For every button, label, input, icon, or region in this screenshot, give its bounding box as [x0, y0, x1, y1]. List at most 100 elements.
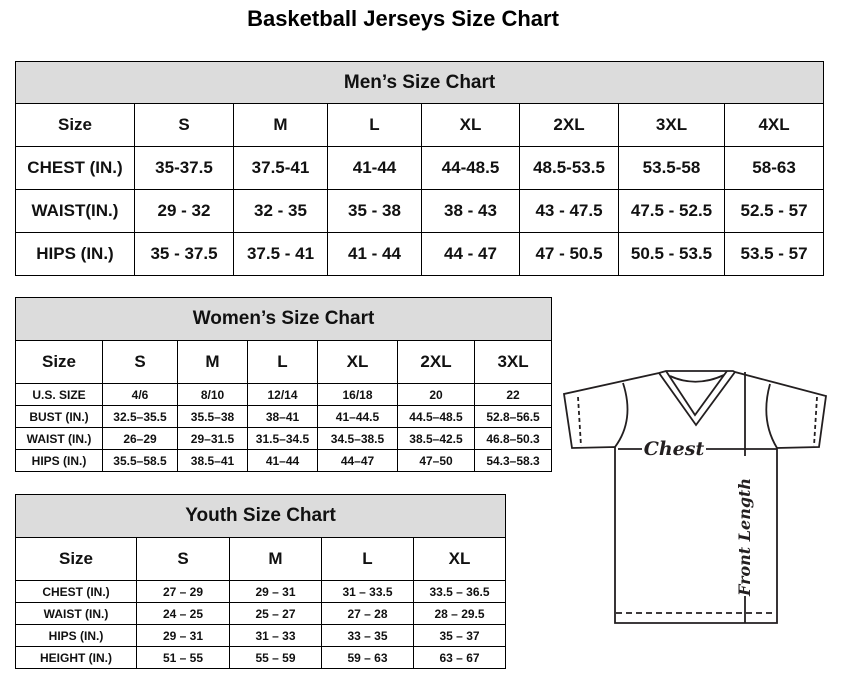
table-cell: 35-37.5 [134, 146, 234, 190]
table-cell: 33.5 – 36.5 [412, 580, 507, 603]
size-header-row: Size S M L XL [15, 537, 507, 581]
table-cell: 33 – 35 [321, 624, 414, 647]
womens-size-table: Women’s Size Chart Size S M L XL 2XL 3XL U.S. SI… [14, 297, 553, 472]
table-cell: 52.8–56.5 [473, 405, 553, 428]
table-cell: 41–44.5 [317, 405, 398, 428]
table-cell: 29 - 32 [134, 189, 234, 233]
row-label: HIPS (IN.) [15, 232, 135, 276]
column-header: 3XL [618, 103, 725, 147]
youth-size-table: Youth Size Chart Size S M L XL CHEST (IN.) 27 –… [14, 494, 507, 669]
table-cell: 46.8–50.3 [473, 427, 553, 450]
tshirt-diagram: Chest Front Length [562, 370, 827, 624]
table-cell: 47 - 50.5 [519, 232, 619, 276]
table-cell: 24 – 25 [136, 602, 230, 625]
table-cell: 55 – 59 [229, 646, 322, 669]
table-cell: 41 - 44 [327, 232, 422, 276]
table-cell: 53.5 - 57 [723, 232, 825, 276]
table-row: BUST (IN.) 32.5–35.5 35.5–38 38–41 41–44.5 44… [15, 405, 553, 428]
column-header: XL [412, 537, 507, 581]
table-cell: 48.5-53.5 [519, 146, 619, 190]
row-label: WAIST (IN.) [15, 602, 137, 625]
column-header: S [134, 103, 234, 147]
size-header-row: Size S M L XL 2XL 3XL 4XL [15, 103, 825, 147]
column-header: L [321, 537, 414, 581]
table-cell: 26–29 [102, 427, 178, 450]
row-label: CHEST (IN.) [15, 146, 135, 190]
table-cell: 35.5–38 [177, 405, 248, 428]
table-cell: 35 - 38 [327, 189, 422, 233]
table-cell: 32 - 35 [233, 189, 328, 233]
table-cell: 38 - 43 [421, 189, 520, 233]
table-cell: 31 – 33.5 [321, 580, 414, 603]
column-header: Size [15, 340, 103, 384]
table-cell: 47.5 - 52.5 [618, 189, 725, 233]
table-row: HEIGHT (IN.) 51 – 55 55 – 59 59 – 63 63 – 67 [15, 646, 507, 669]
table-cell: 43 - 47.5 [519, 189, 619, 233]
column-header: S [136, 537, 230, 581]
table-cell: 44-48.5 [421, 146, 520, 190]
table-cell: 37.5-41 [233, 146, 328, 190]
chest-label: Chest [644, 438, 705, 460]
table-cell: 41–44 [247, 449, 318, 472]
table-cell: 27 – 28 [321, 602, 414, 625]
table-cell: 50.5 - 53.5 [618, 232, 725, 276]
column-header: XL [421, 103, 520, 147]
table-cell: 25 – 27 [229, 602, 322, 625]
column-header: L [327, 103, 422, 147]
table-cell: 12/14 [247, 383, 318, 406]
table-cell: 4/6 [102, 383, 178, 406]
table-cell: 54.3–58.3 [473, 449, 553, 472]
table-cell: 51 – 55 [136, 646, 230, 669]
table-cell: 59 – 63 [321, 646, 414, 669]
column-header: M [177, 340, 248, 384]
column-header: 4XL [723, 103, 825, 147]
table-row: HIPS (IN.) 29 – 31 31 – 33 33 – 35 35 – 37 [15, 624, 507, 647]
table-cell: 31 – 33 [229, 624, 322, 647]
column-header: L [247, 340, 318, 384]
table-row: HIPS (IN.) 35 - 37.5 37.5 - 41 41 - 44 44 - … [15, 232, 825, 276]
row-label: CHEST (IN.) [15, 580, 137, 603]
row-label: BUST (IN.) [15, 405, 103, 428]
table-cell: 35.5–58.5 [102, 449, 178, 472]
table-cell: 8/10 [177, 383, 248, 406]
youth-chart-title: Youth Size Chart [14, 494, 507, 538]
table-row: WAIST (IN.) 24 – 25 25 – 27 27 – 28 28 – 29.… [15, 602, 507, 625]
table-row: HIPS (IN.) 35.5–58.5 38.5–41 41–44 44–47 47–5… [15, 449, 553, 472]
table-cell: 28 – 29.5 [412, 602, 507, 625]
table-cell: 31.5–34.5 [247, 427, 318, 450]
table-cell: 38.5–41 [177, 449, 248, 472]
column-header: M [229, 537, 322, 581]
table-cell: 44.5–48.5 [397, 405, 475, 428]
table-row: WAIST(IN.) 29 - 32 32 - 35 35 - 38 38 - 43 43… [15, 189, 825, 233]
table-cell: 47–50 [397, 449, 475, 472]
column-header: Size [15, 103, 135, 147]
table-cell: 35 - 37.5 [134, 232, 234, 276]
table-cell: 44–47 [317, 449, 398, 472]
table-row: CHEST (IN.) 35-37.5 37.5-41 41-44 44-48.5 48.… [15, 146, 825, 190]
table-cell: 52.5 - 57 [723, 189, 825, 233]
mens-size-table: Men’s Size Chart Size S M L XL 2XL 3XL 4XL CHEST … [14, 61, 825, 276]
table-cell: 38–41 [247, 405, 318, 428]
table-cell: 44 - 47 [421, 232, 520, 276]
column-header: M [233, 103, 328, 147]
column-header: S [102, 340, 178, 384]
row-label: HIPS (IN.) [15, 449, 103, 472]
column-header: 2XL [519, 103, 619, 147]
column-header: 2XL [397, 340, 475, 384]
men-chart-title: Men’s Size Chart [14, 61, 825, 104]
table-row: U.S. SIZE 4/6 8/10 12/14 16/18 20 22 [15, 383, 553, 406]
table-cell: 37.5 - 41 [233, 232, 328, 276]
row-label: HIPS (IN.) [15, 624, 137, 647]
table-cell: 20 [397, 383, 475, 406]
row-label: WAIST(IN.) [15, 189, 135, 233]
front-length-label: Front Length [735, 478, 754, 597]
table-cell: 27 – 29 [136, 580, 230, 603]
table-cell: 29 – 31 [229, 580, 322, 603]
table-cell: 53.5-58 [618, 146, 725, 190]
table-row: CHEST (IN.) 27 – 29 29 – 31 31 – 33.5 33.5 –… [15, 580, 507, 603]
table-cell: 29 – 31 [136, 624, 230, 647]
table-cell: 34.5–38.5 [317, 427, 398, 450]
column-header: 3XL [473, 340, 553, 384]
table-row: WAIST (IN.) 26–29 29–31.5 31.5–34.5 34.5–38.… [15, 427, 553, 450]
women-chart-title: Women’s Size Chart [14, 297, 553, 341]
